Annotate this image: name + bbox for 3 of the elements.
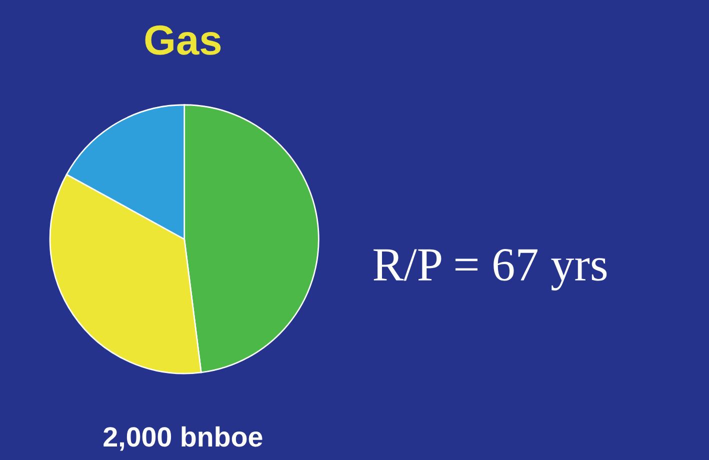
text: R/P = 67 yrs	[374, 249, 607, 291]
text: 2,000 bnboe	[104, 426, 262, 451]
chart-title: Gas	[145, 25, 221, 55]
